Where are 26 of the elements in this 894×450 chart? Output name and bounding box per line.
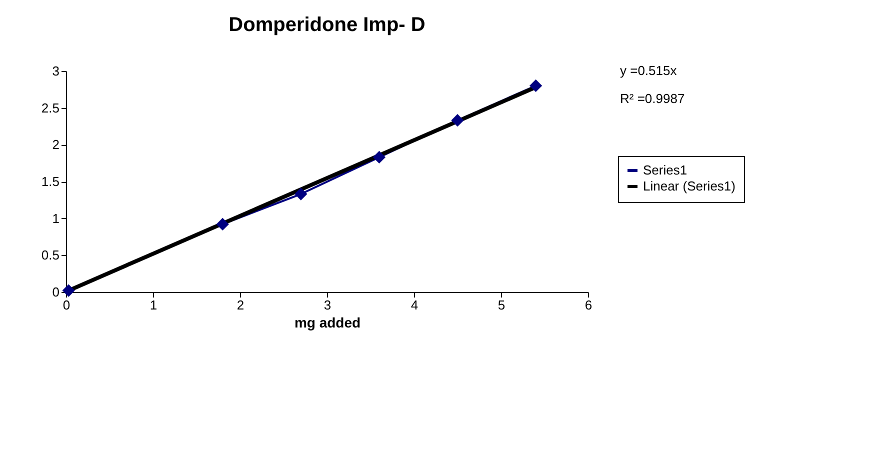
y-tick-label: 1 xyxy=(52,210,60,226)
chart-title: Domperidone Imp- D xyxy=(228,14,426,36)
point xyxy=(294,188,308,200)
text: R² =0.9987 xyxy=(620,91,685,106)
y-tick-label: 0.5 xyxy=(41,248,60,263)
legend-label: Series1 xyxy=(643,162,688,178)
y-tick-label: 2.5 xyxy=(41,100,60,116)
x-tick-label: 3 xyxy=(324,298,332,312)
point xyxy=(62,284,75,297)
y-tick-label: 1.5 xyxy=(41,174,60,189)
y-tick-label: 3 xyxy=(52,64,60,78)
x-tick-label: 5 xyxy=(498,298,506,312)
point xyxy=(529,79,542,92)
x-tick-label: 0 xyxy=(62,298,70,312)
point xyxy=(372,150,386,164)
x-tick-label: 6 xyxy=(584,298,592,312)
x-tick-label: 2 xyxy=(236,298,244,312)
point xyxy=(451,114,464,127)
text: y =0.515x xyxy=(620,63,678,78)
point xyxy=(216,218,229,231)
y-tick-label: 0 xyxy=(52,284,60,300)
legend-label: Linear (Series1) xyxy=(643,178,736,194)
x-axis-title: mg added xyxy=(294,314,361,330)
x-tick-label: 4 xyxy=(410,298,418,312)
y-tick-label: 2 xyxy=(52,137,60,152)
x-tick-label: 1 xyxy=(150,298,158,312)
